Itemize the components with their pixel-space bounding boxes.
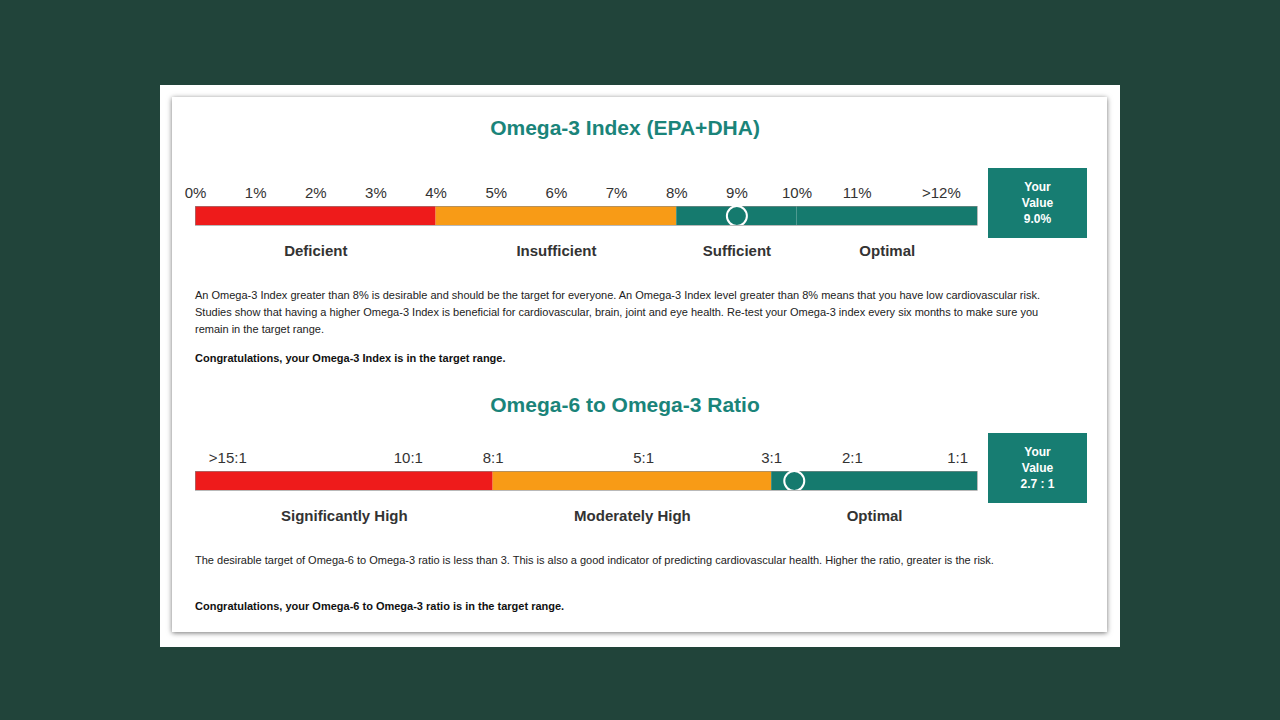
svg-text:Deficient: Deficient xyxy=(284,242,347,259)
html-text:Your Value: Your Value xyxy=(1021,180,1054,210)
html-text:Congratulations, your Omega-6: Congratulations, your Omega-6 to Omega-3… xyxy=(195,600,565,612)
svg-text:1:1: 1:1 xyxy=(947,449,968,466)
html-text:The desirable target of Omega-: The desirable target of Omega-6 to Omega… xyxy=(195,554,994,566)
svg-text:2%: 2% xyxy=(305,184,327,201)
svg-text:7%: 7% xyxy=(606,184,628,201)
svg-text:3%: 3% xyxy=(365,184,387,201)
svg-text:0%: 0% xyxy=(185,184,207,201)
svg-text:2:1: 2:1 xyxy=(842,449,863,466)
svg-text:4%: 4% xyxy=(425,184,447,201)
html-text:Omega-6 to Omega-3 Ratio: Omega-6 to Omega-3 Ratio xyxy=(490,393,760,416)
svg-text:Optimal: Optimal xyxy=(847,507,903,524)
svg-text:>15:1: >15:1 xyxy=(209,449,247,466)
svg-text:Optimal: Optimal xyxy=(859,242,915,259)
svg-text:5%: 5% xyxy=(485,184,507,201)
svg-text:8:1: 8:1 xyxy=(483,449,504,466)
html-text:Omega-3 Index (EPA+DHA): Omega-3 Index (EPA+DHA) xyxy=(490,116,760,139)
svg-text:Significantly High: Significantly High xyxy=(281,507,408,524)
html-text:2.7 : 1: 2.7 : 1 xyxy=(1020,477,1055,491)
svg-text:5:1: 5:1 xyxy=(633,449,654,466)
svg-text:10:1: 10:1 xyxy=(394,449,423,466)
svg-text:Insufficient: Insufficient xyxy=(516,242,596,259)
svg-text:10%: 10% xyxy=(782,184,812,201)
svg-text:8%: 8% xyxy=(666,184,688,201)
svg-text:1%: 1% xyxy=(245,184,267,201)
svg-text:>12%: >12% xyxy=(922,184,961,201)
svg-text:Sufficient: Sufficient xyxy=(703,242,771,259)
svg-text:6%: 6% xyxy=(546,184,568,201)
svg-text:Moderately High: Moderately High xyxy=(574,507,691,524)
html-text:Your Value: Your Value xyxy=(1021,445,1054,475)
svg-text:3:1: 3:1 xyxy=(761,449,782,466)
html-text:Congratulations, your Omega-3: Congratulations, your Omega-3 Index is i… xyxy=(195,352,506,364)
svg-text:11%: 11% xyxy=(843,184,872,201)
svg-text:9%: 9% xyxy=(726,184,748,201)
html-text:An Omega-3 Index greater than: An Omega-3 Index greater than 8% is desi… xyxy=(195,289,1040,335)
html-text:9.0%: 9.0% xyxy=(1023,212,1052,226)
